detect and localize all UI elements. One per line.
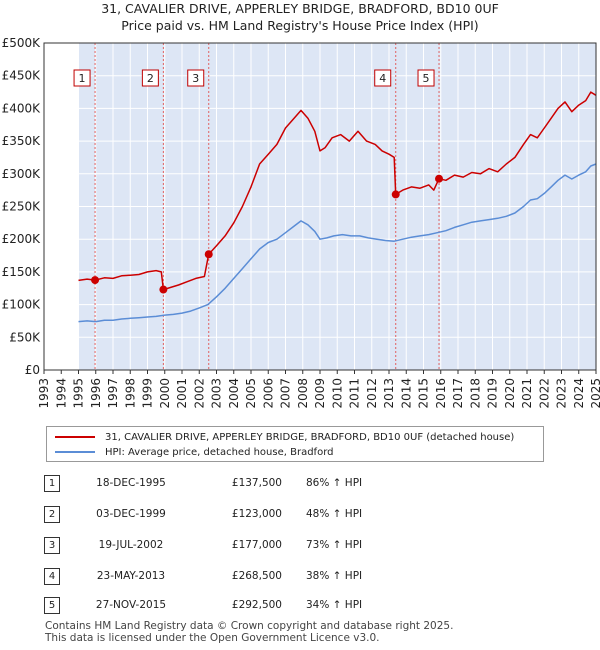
sale-2-marker xyxy=(159,285,168,294)
x-tick-label: 2007 xyxy=(279,378,293,409)
transaction-number: 4 xyxy=(44,568,60,585)
x-tick-label: 2010 xyxy=(330,378,344,409)
x-tick-label: 2021 xyxy=(520,378,534,409)
y-tick-label: £200K xyxy=(2,232,42,246)
transaction-price: £123,000 xyxy=(231,508,282,520)
x-tick-label: 2006 xyxy=(261,378,275,409)
x-tick-label: 2024 xyxy=(572,378,586,409)
y-tick-label: £0 xyxy=(25,363,40,377)
x-tick-label: 2022 xyxy=(537,378,551,409)
x-tick-label: 1997 xyxy=(106,378,120,409)
sale-4-label-box xyxy=(374,69,392,87)
transaction-price: £292,500 xyxy=(231,599,282,611)
sale-4-marker xyxy=(391,190,400,199)
transaction-number: 3 xyxy=(44,537,60,554)
legend-swatch-property xyxy=(55,436,95,438)
transaction-hpi: 38% ↑ HPI xyxy=(306,570,363,582)
sale-1-label: 1 xyxy=(79,72,86,85)
sale-5-label-box xyxy=(417,69,435,87)
x-tick-label: 1994 xyxy=(54,378,68,409)
sale-5-marker xyxy=(435,174,444,183)
plot-border xyxy=(43,42,597,371)
y-tick-label: £250K xyxy=(2,200,42,214)
x-tick-label: 2019 xyxy=(486,378,500,409)
legend-item-property: 31, CAVALIER DRIVE, APPERLEY BRIDGE, BRA… xyxy=(55,430,514,444)
sale-3-marker xyxy=(204,250,213,259)
x-tick-label: 2017 xyxy=(451,378,465,409)
transaction-number: 2 xyxy=(44,506,60,523)
table-row: 5 27-NOV-2015 £292,500 34% ↑ HPI xyxy=(44,597,464,615)
y-tick-label: £500K xyxy=(2,36,42,50)
y-tick-label: £150K xyxy=(2,265,42,279)
price-chart: £0 £50K £100K £150K £200K £250K £300K £350K £400… xyxy=(2,36,600,409)
chart-title: 31, CAVALIER DRIVE, APPERLEY BRIDGE, BRA… xyxy=(101,1,499,16)
x-tick-label: 2002 xyxy=(192,378,206,409)
sale-3-label-box xyxy=(187,69,205,87)
hpi-line xyxy=(78,163,597,323)
transaction-number: 5 xyxy=(44,597,60,614)
transaction-date: 18-DEC-1995 xyxy=(96,477,166,489)
x-tick-label: 2013 xyxy=(382,378,396,409)
y-tick-label: £300K xyxy=(2,167,42,181)
table-row: 1 18-DEC-1995 £137,500 86% ↑ HPI xyxy=(44,475,464,493)
sale-4-label: 4 xyxy=(379,72,386,85)
x-tick-label: 2020 xyxy=(503,378,517,409)
x-tick-label: 2003 xyxy=(210,378,224,409)
x-tick-label: 2004 xyxy=(227,378,241,409)
x-tick-label: 2025 xyxy=(589,378,600,409)
x-tick-label: 2016 xyxy=(434,378,448,409)
sale-1-label-box xyxy=(73,69,91,87)
x-tick-label: 2023 xyxy=(555,378,569,409)
sale-1-marker xyxy=(91,276,100,285)
x-tick-label: 2005 xyxy=(244,378,258,409)
chart-subtitle: Price paid vs. HM Land Registry's House … xyxy=(121,18,479,33)
y-tick-label: £50K xyxy=(9,330,41,344)
y-tick-label: £350K xyxy=(2,134,42,148)
sale-2-label: 2 xyxy=(147,72,154,85)
footer-copyright: Contains HM Land Registry data © Crown c… xyxy=(45,620,454,632)
y-tick-label: £400K xyxy=(2,101,42,115)
x-tick-label: 2015 xyxy=(417,378,431,409)
x-tick-label: 1993 xyxy=(37,378,51,409)
legend: 31, CAVALIER DRIVE, APPERLEY BRIDGE, BRA… xyxy=(46,426,544,462)
transaction-price: £268,500 xyxy=(231,570,282,582)
y-tick-label: £450K xyxy=(2,69,42,83)
table-row: 4 23-MAY-2013 £268,500 38% ↑ HPI xyxy=(44,568,464,586)
transaction-hpi: 34% ↑ HPI xyxy=(306,599,363,611)
legend-swatch-hpi xyxy=(55,451,95,453)
legend-label-property: 31, CAVALIER DRIVE, APPERLEY BRIDGE, BRA… xyxy=(105,431,515,443)
x-tick-label: 2018 xyxy=(468,378,482,409)
transaction-hpi: 86% ↑ HPI xyxy=(306,477,363,489)
transaction-date: 19-JUL-2002 xyxy=(98,539,164,551)
x-tick-label: 2014 xyxy=(399,378,413,409)
sale-3-label: 3 xyxy=(192,72,199,85)
table-row: 2 03-DEC-1999 £123,000 48% ↑ HPI xyxy=(44,506,464,524)
x-tick-label: 2000 xyxy=(158,378,172,409)
footer-licence: This data is licensed under the Open Gov… xyxy=(45,632,380,644)
transaction-date: 23-MAY-2013 xyxy=(96,570,166,582)
transaction-hpi: 48% ↑ HPI xyxy=(306,508,363,520)
table-row: 3 19-JUL-2002 £177,000 73% ↑ HPI xyxy=(44,537,464,555)
legend-label-hpi: HPI: Average price, detached house, Brad… xyxy=(105,446,334,458)
transaction-date: 27-NOV-2015 xyxy=(95,599,167,611)
sale-5-label: 5 xyxy=(423,72,430,85)
legend-item-hpi: HPI: Average price, detached house, Brad… xyxy=(55,445,333,459)
x-tick-label: 1999 xyxy=(141,378,155,409)
x-tick-label: 2012 xyxy=(365,378,379,409)
x-tick-label: 2009 xyxy=(313,378,327,409)
x-tick-label: 1995 xyxy=(72,378,86,409)
transaction-price: £177,000 xyxy=(231,539,282,551)
transaction-date: 03-DEC-1999 xyxy=(96,508,166,520)
x-tick-label: 1996 xyxy=(89,378,103,409)
y-tick-label: £100K xyxy=(2,298,42,312)
x-tick-label: 2011 xyxy=(348,378,362,409)
x-tick-label: 1998 xyxy=(123,378,137,409)
sale-2-label-box xyxy=(141,69,159,87)
transaction-number: 1 xyxy=(44,475,60,492)
x-tick-label: 2008 xyxy=(296,378,310,409)
x-tick-label: 2001 xyxy=(175,378,189,409)
transaction-price: £137,500 xyxy=(231,477,282,489)
transaction-hpi: 73% ↑ HPI xyxy=(306,539,363,551)
